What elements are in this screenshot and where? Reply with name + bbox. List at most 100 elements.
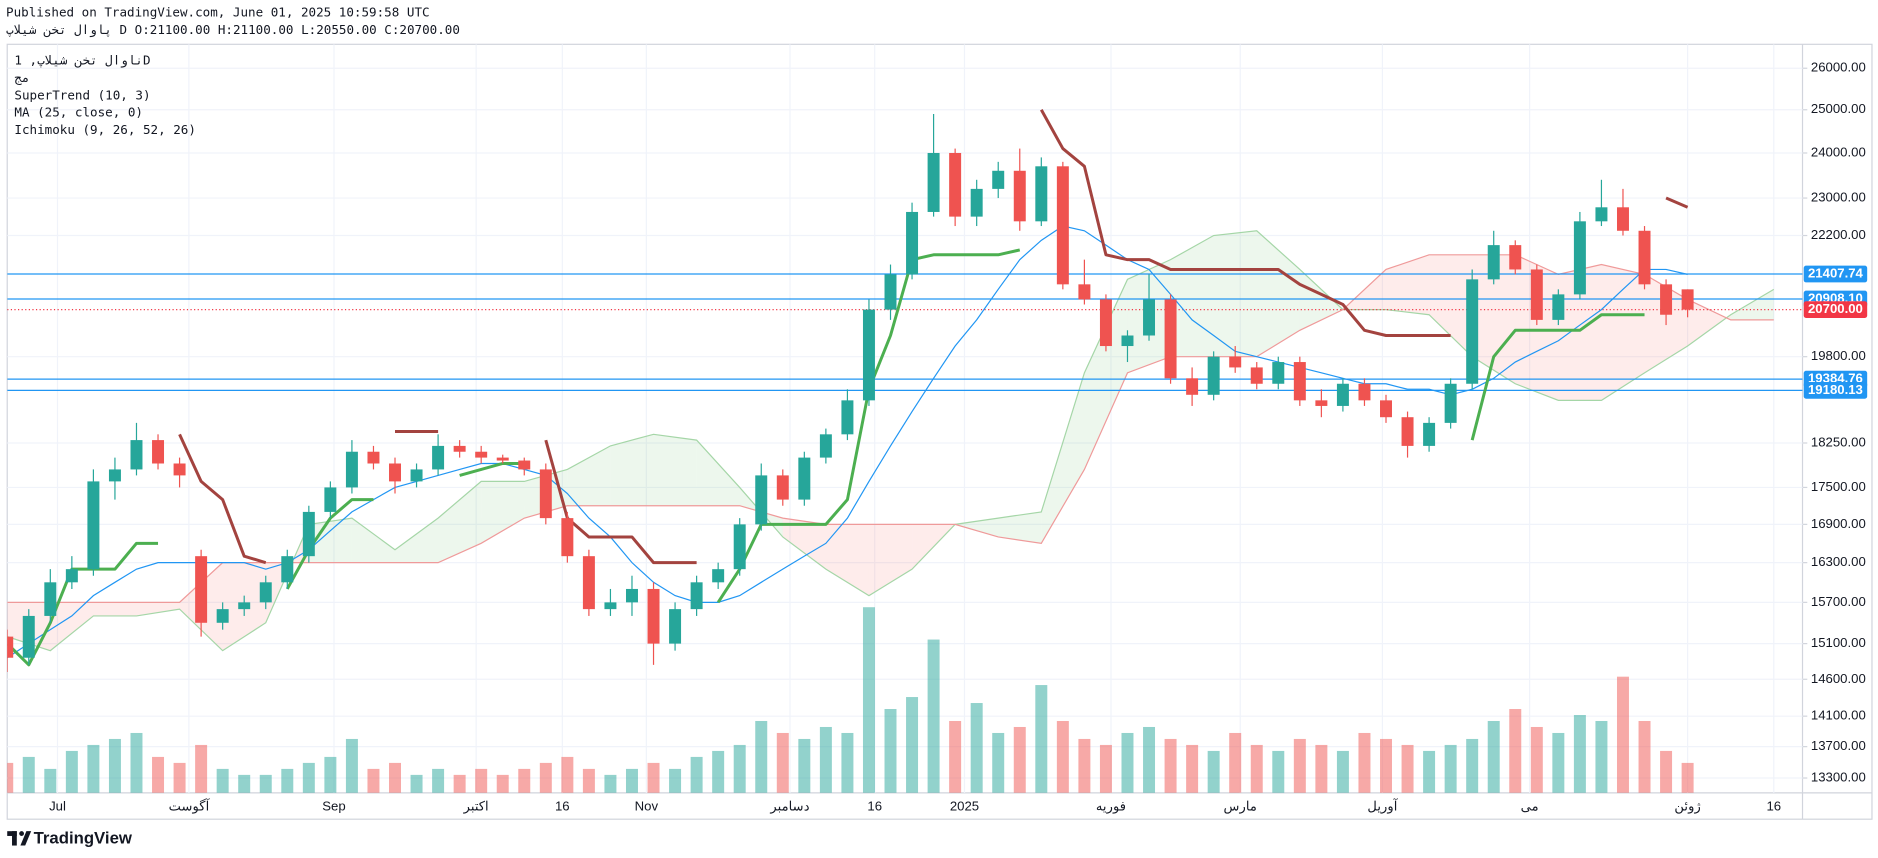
candle-body — [1164, 299, 1177, 379]
candle-body — [1660, 284, 1673, 315]
volume-bar — [862, 607, 875, 793]
candle-body — [1616, 207, 1629, 231]
y-tick-label: 13300.00 — [1811, 770, 1866, 785]
y-tick-label: 17500.00 — [1811, 479, 1866, 494]
volume-bar — [1293, 738, 1306, 793]
volume-bar — [389, 762, 401, 793]
candle-body — [906, 211, 919, 275]
cloud-segment — [868, 524, 913, 596]
y-tick-label: 14100.00 — [1811, 708, 1866, 723]
cloud-segment — [1299, 269, 1343, 331]
volume-bar — [453, 774, 466, 793]
candle-body — [410, 469, 423, 482]
volume-bar — [992, 732, 1005, 793]
y-tick-label: 24000.00 — [1811, 144, 1866, 159]
volume-bar — [173, 762, 186, 793]
candle-body — [152, 440, 165, 464]
cloud-segment — [1472, 254, 1516, 384]
volume-bar — [367, 768, 380, 793]
volume-bar — [755, 720, 768, 793]
y-tick-label: 16900.00 — [1811, 516, 1866, 531]
candle-body — [195, 556, 208, 623]
chart-frame — [6, 43, 1873, 820]
candle-body — [453, 445, 466, 452]
volume-bar — [259, 774, 272, 793]
candle-body — [1444, 383, 1457, 423]
candle-body — [539, 469, 552, 519]
volume-bar — [216, 768, 229, 793]
candle-body — [884, 274, 897, 310]
volume-bar — [65, 750, 78, 793]
ichimoku-span-a — [7, 230, 1775, 652]
volume-bar — [1186, 744, 1199, 793]
candle-body — [1466, 279, 1479, 384]
candle-body — [841, 400, 854, 435]
candle-body — [1293, 362, 1306, 401]
volume-bar — [44, 768, 57, 793]
y-tick-label: 15100.00 — [1811, 635, 1866, 650]
candle-body — [798, 457, 811, 500]
candle-body — [518, 460, 531, 470]
y-tick-label: 22200.00 — [1811, 227, 1866, 242]
plot-area — [7, 109, 1803, 793]
candle-body — [1121, 335, 1134, 347]
cloud-segment — [1213, 230, 1257, 357]
volume-bar — [1660, 750, 1673, 793]
y-tick-label: 26000.00 — [1811, 60, 1866, 75]
volume-bar — [582, 768, 595, 793]
price-label: 20700.00 — [1808, 301, 1863, 316]
logo-part — [20, 831, 32, 846]
cloud-segment — [481, 481, 525, 544]
volume-bar — [1681, 762, 1694, 793]
candle-body — [1099, 299, 1112, 347]
cloud-segment — [825, 524, 869, 596]
volume-bar — [884, 709, 897, 793]
volume-bar — [1013, 726, 1026, 793]
candle-body — [1056, 166, 1069, 285]
interval: D — [119, 21, 127, 36]
volume-bar — [776, 732, 789, 793]
candle-body — [1552, 294, 1565, 320]
candle-body — [712, 569, 725, 583]
candle-body — [1186, 378, 1199, 395]
volume-bar — [432, 768, 445, 793]
cloud-segment — [1041, 372, 1085, 544]
volume-bar — [949, 720, 962, 793]
candle-body — [302, 511, 315, 557]
x-tick-label: Sep — [322, 799, 345, 814]
volume-bar — [195, 744, 208, 793]
candle-body — [1595, 207, 1608, 222]
cloud-segment — [93, 602, 137, 616]
candle-body — [1336, 383, 1349, 406]
low: L:20550.00 — [301, 21, 377, 36]
candle-body — [733, 524, 746, 570]
published-note: Published on TradingView.com, June 01, 2… — [6, 5, 430, 20]
cloud-segment — [1084, 279, 1128, 470]
x-tick-label: اکتبر — [463, 799, 489, 815]
x-tick-label: 16 — [1766, 799, 1781, 814]
price-label: 19384.76 — [1808, 371, 1863, 386]
candle-body — [1638, 230, 1651, 285]
volume-bar — [733, 744, 746, 793]
footer-logo: TradingView — [7, 828, 133, 847]
supertrend-down — [178, 109, 1689, 565]
high: H:21100.00 — [218, 21, 294, 36]
volume-bar — [1509, 709, 1522, 793]
x-tick-label: آگوست — [169, 798, 211, 815]
volume-bar — [410, 774, 423, 793]
grid — [7, 44, 1803, 793]
volume-bar — [1121, 732, 1134, 793]
volume-bar — [1487, 720, 1500, 793]
volume-bar — [87, 744, 100, 793]
y-tick-label: 23000.00 — [1811, 190, 1866, 205]
candle-body — [1573, 221, 1586, 295]
candle-body — [927, 152, 940, 212]
volume-bar — [712, 750, 725, 793]
candle-body — [669, 609, 682, 644]
volume-bar — [22, 756, 35, 793]
volume-bar — [819, 726, 832, 793]
volume-bar — [604, 774, 617, 793]
cloud-segment — [610, 434, 654, 506]
candle-body — [1401, 417, 1414, 446]
